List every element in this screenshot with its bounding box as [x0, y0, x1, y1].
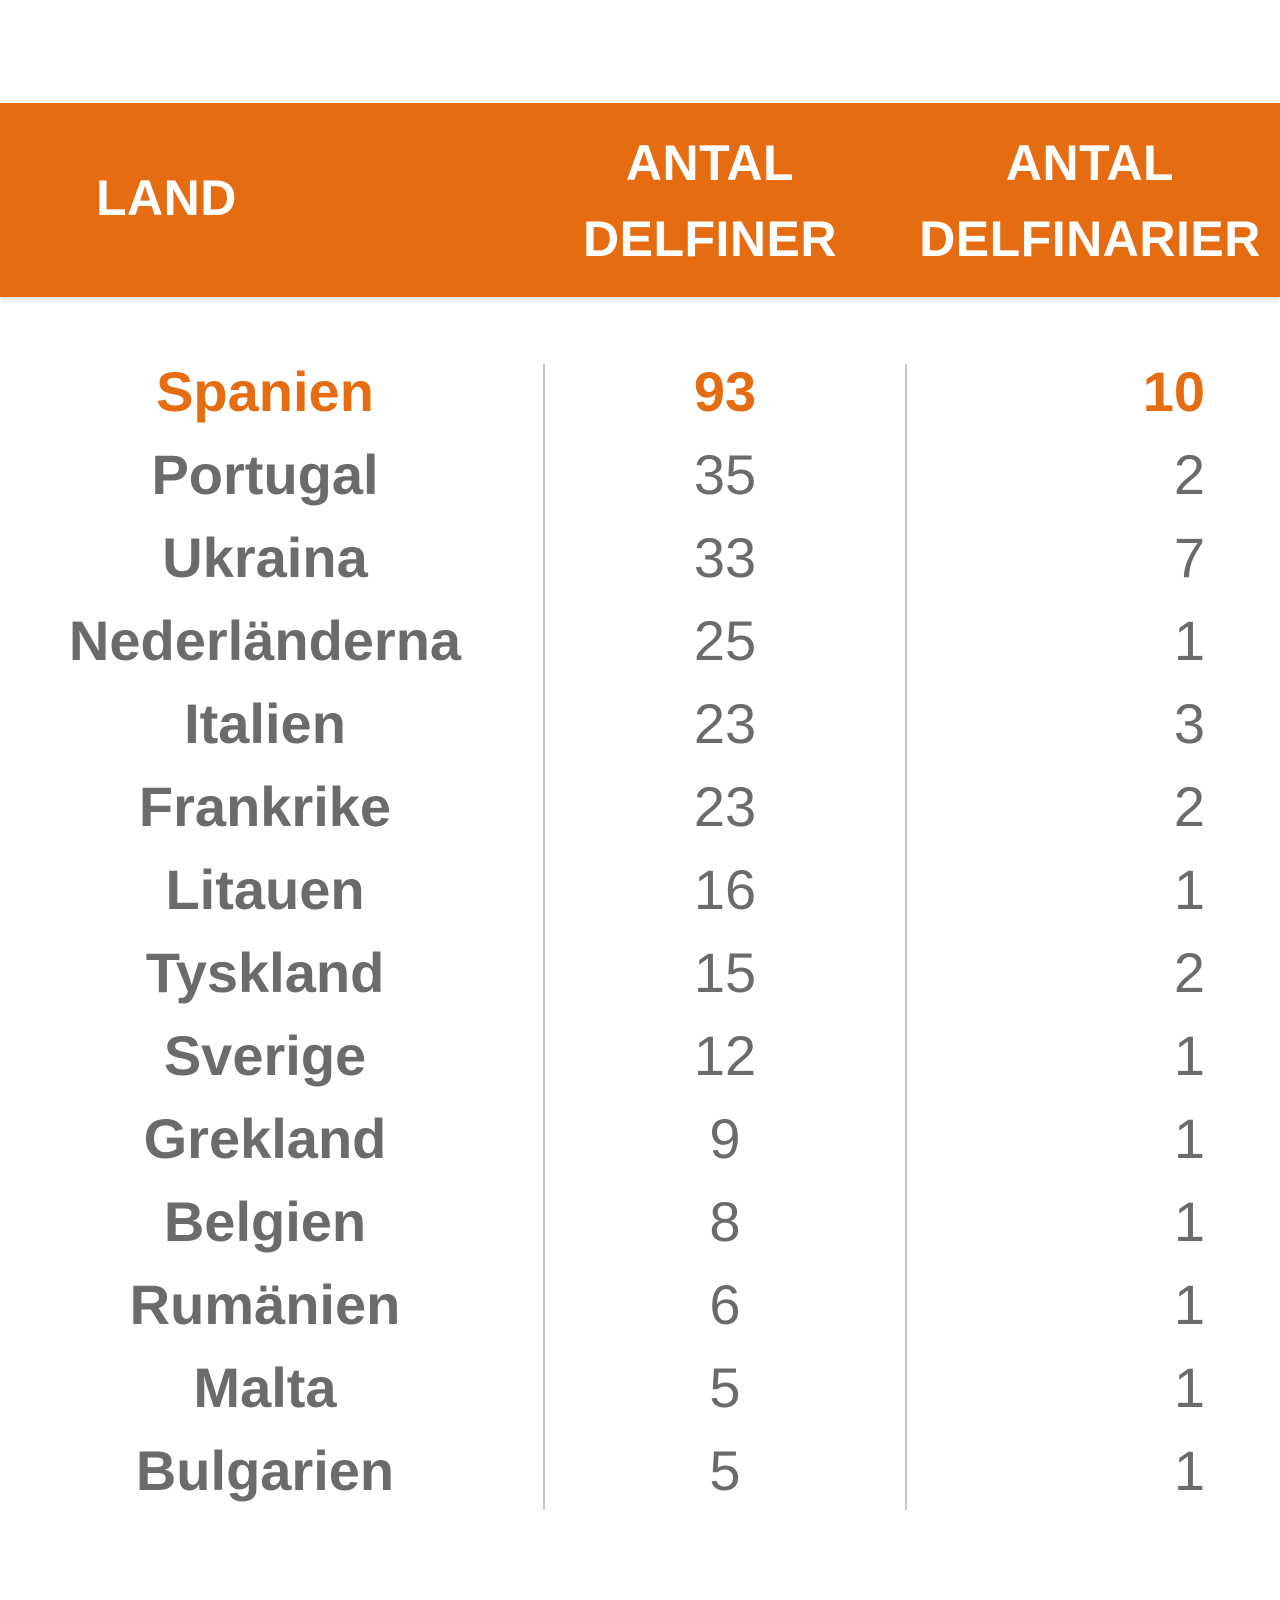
cell-dolphins: 33: [693, 526, 757, 589]
cell-dolphins: 23: [693, 692, 757, 755]
column-header-dolphinariums-line2: DELFINARIER: [919, 211, 1261, 267]
cell-country: Malta: [193, 1356, 337, 1419]
column-header-dolphins-line2: DELFINER: [583, 211, 837, 267]
table-row: Grekland 9 1: [0, 1097, 1280, 1180]
table-header: [0, 103, 1280, 297]
table-row: Malta 5 1: [0, 1346, 1280, 1429]
table-row: Bulgarien 5 1: [0, 1429, 1280, 1512]
table-row: Portugal 35 2: [0, 433, 1280, 516]
table-row: Italien 23 3: [0, 682, 1280, 765]
cell-dolphins: 25: [693, 609, 757, 672]
cell-dolphins: 93: [693, 360, 757, 423]
column-header-dolphinariums-line1: ANTAL: [1005, 135, 1175, 191]
cell-country: Nederländerna: [68, 609, 462, 672]
column-header-land-text: LAND: [96, 170, 237, 226]
cell-country: Rumänien: [129, 1273, 401, 1336]
table-row: Sverige 12 1: [0, 1014, 1280, 1097]
column-header-land: LAND: [96, 160, 237, 236]
cell-country: Grekland: [143, 1107, 387, 1170]
cell-country: Litauen: [165, 858, 365, 921]
column-header-dolphinariums: ANTAL DELFINARIER: [905, 125, 1275, 277]
cell-country: Bulgarien: [135, 1439, 395, 1502]
cell-dolphinariums: 2: [1173, 443, 1205, 506]
cell-dolphinariums: 3: [1173, 692, 1205, 755]
cell-dolphins: 9: [709, 1107, 741, 1170]
cell-dolphinariums: 10: [1142, 360, 1205, 423]
cell-country: Sverige: [163, 1024, 367, 1087]
cell-dolphins: 23: [693, 775, 757, 838]
cell-country: Tyskland: [145, 941, 385, 1004]
cell-dolphinariums: 2: [1173, 775, 1205, 838]
cell-dolphins: 35: [693, 443, 757, 506]
cell-country: Belgien: [163, 1190, 367, 1253]
cell-dolphins: 16: [693, 858, 757, 921]
cell-dolphins: 6: [709, 1273, 741, 1336]
cell-dolphinariums: 1: [1173, 1107, 1205, 1170]
cell-dolphinariums: 1: [1173, 1439, 1205, 1502]
cell-dolphins: 15: [693, 941, 757, 1004]
table-row: Spanien 93 10: [0, 350, 1280, 433]
table-row: Litauen 16 1: [0, 848, 1280, 931]
cell-dolphins: 5: [709, 1439, 741, 1502]
cell-dolphins: 5: [709, 1356, 741, 1419]
table-row: Frankrike 23 2: [0, 765, 1280, 848]
cell-dolphinariums: 1: [1173, 1024, 1205, 1087]
cell-dolphins: 12: [693, 1024, 757, 1087]
cell-dolphinariums: 1: [1173, 1356, 1205, 1419]
table-row: Ukraina 33 7: [0, 516, 1280, 599]
column-divider-1: [543, 364, 545, 1510]
column-header-dolphins-line1: ANTAL: [625, 135, 795, 191]
table-row: Tyskland 15 2: [0, 931, 1280, 1014]
cell-dolphinariums: 7: [1173, 526, 1205, 589]
cell-country: Italien: [184, 692, 346, 755]
table-row: Belgien 8 1: [0, 1180, 1280, 1263]
cell-dolphinariums: 2: [1173, 941, 1205, 1004]
cell-country: Frankrike: [138, 775, 392, 838]
table-row: Nederländerna 25 1: [0, 599, 1280, 682]
cell-country: Portugal: [151, 443, 379, 506]
cell-dolphinariums: 1: [1173, 609, 1205, 672]
cell-dolphinariums: 1: [1173, 858, 1205, 921]
cell-country: Spanien: [156, 360, 374, 423]
column-header-dolphins: ANTAL DELFINER: [540, 125, 880, 277]
cell-country: Ukraina: [162, 526, 368, 589]
cell-dolphinariums: 1: [1173, 1190, 1205, 1253]
column-divider-2: [905, 364, 907, 1510]
cell-dolphinariums: 1: [1173, 1273, 1205, 1336]
cell-dolphins: 8: [709, 1190, 741, 1253]
table-row: Rumänien 6 1: [0, 1263, 1280, 1346]
